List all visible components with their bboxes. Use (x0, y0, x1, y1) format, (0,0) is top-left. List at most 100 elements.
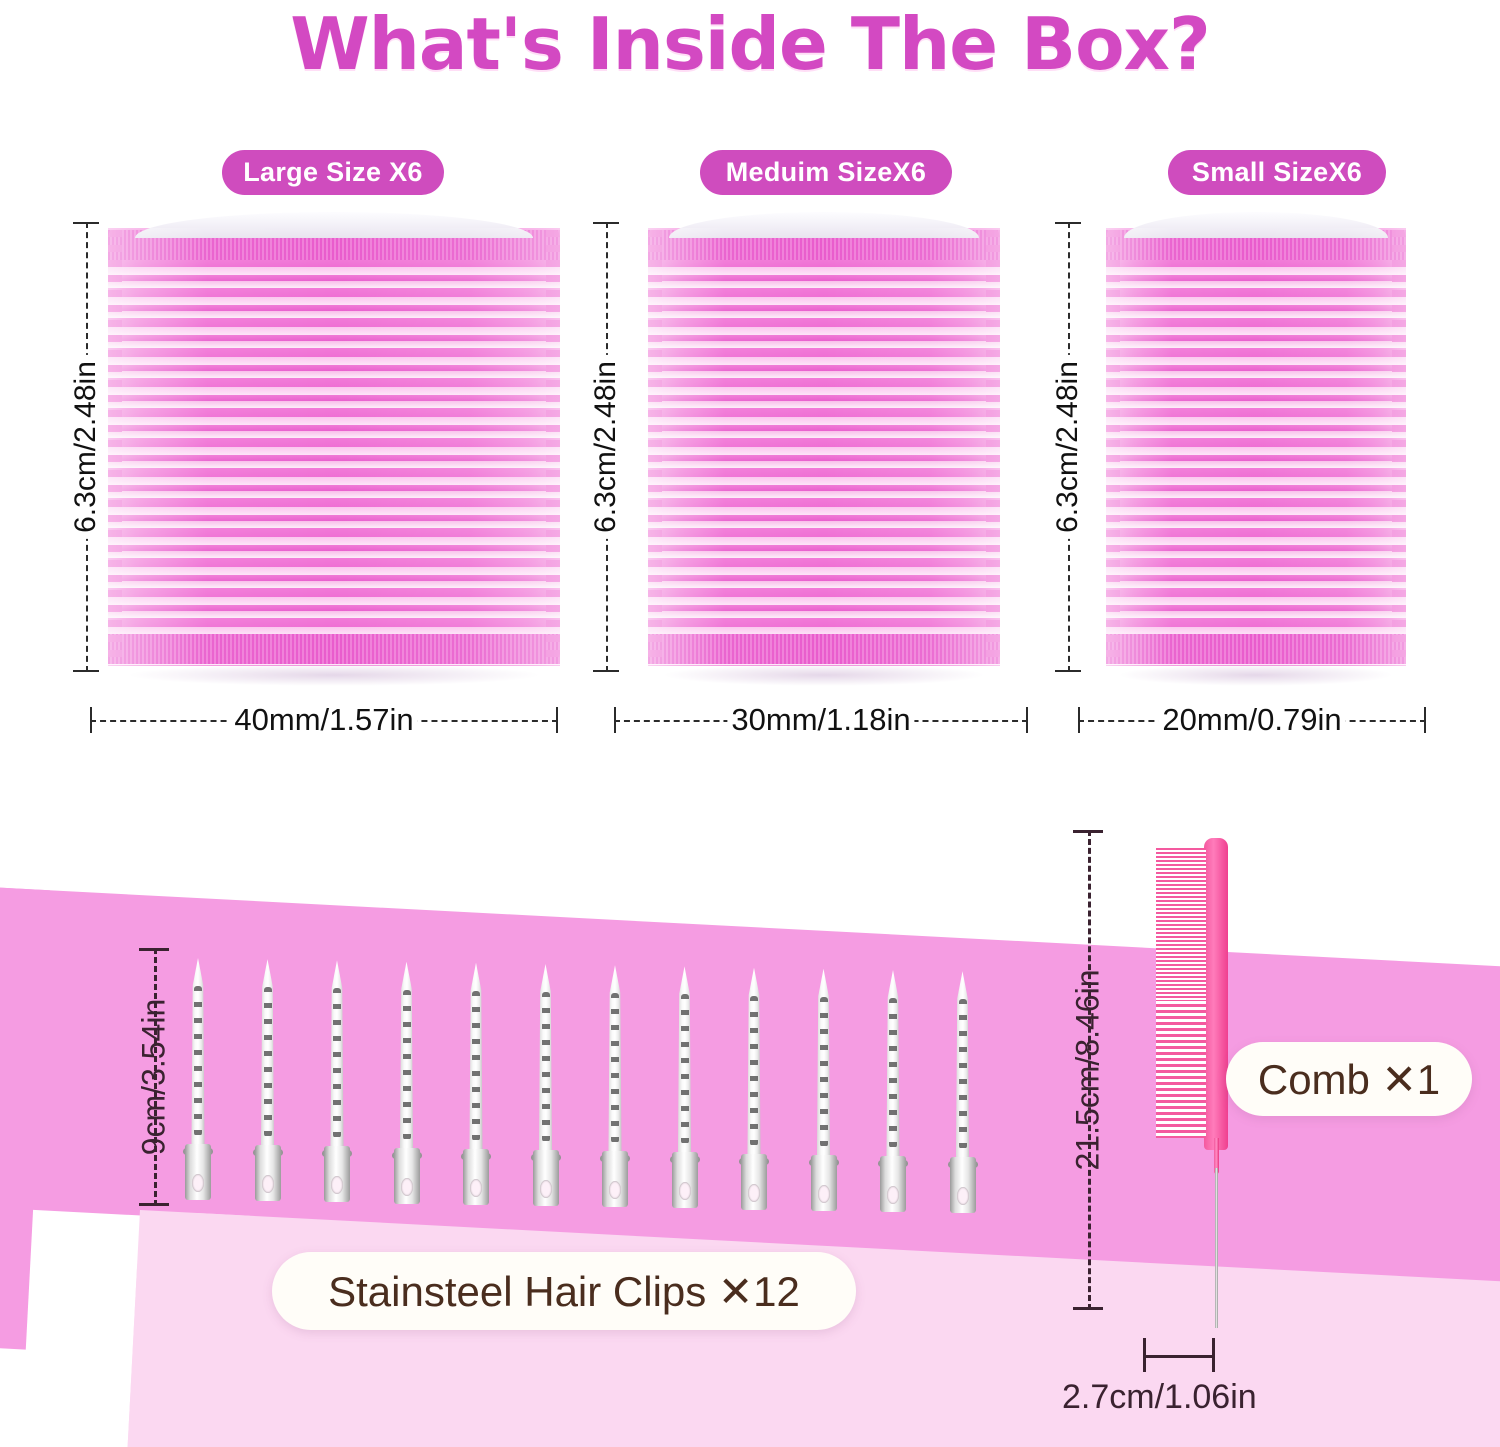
hair-clip (183, 958, 213, 1208)
roller-medium (648, 212, 1000, 686)
dimension-medium-height: 6.3cm/2.48in (578, 222, 634, 672)
hair-clip-holes (402, 989, 411, 1140)
comb-pin (1215, 1168, 1218, 1328)
roller-medium-fringe-left (648, 230, 662, 662)
dimension-line (1143, 1355, 1215, 1358)
hair-clip (530, 964, 561, 1214)
hair-clip-holes (889, 998, 897, 1148)
dimension-comb-width (1143, 1338, 1215, 1372)
roller-small-cap (1124, 212, 1388, 238)
roller-large-cap (135, 212, 533, 238)
roller-small-fringe-right (1392, 230, 1406, 662)
dimension-cap-bottom (1073, 1307, 1103, 1310)
hair-clip-eye (261, 1175, 274, 1194)
hair-clip (739, 967, 769, 1218)
roller-medium-bottom-band (648, 634, 1000, 664)
badge-large-size: Large Size X6 (222, 150, 444, 195)
roller-medium-cap (669, 212, 979, 238)
roller-small-fringe-left (1106, 230, 1120, 662)
dimension-large-height-label: 6.3cm/2.48in (67, 355, 105, 539)
roller-large-fringe-right (546, 230, 560, 662)
dimension-small-height: 6.3cm/2.48in (1040, 222, 1096, 672)
comb-teeth-fine (1156, 848, 1206, 1000)
dimension-cap-right (1424, 707, 1426, 733)
hair-clip (461, 962, 491, 1213)
dimension-small-height-label: 6.3cm/2.48in (1049, 355, 1087, 539)
dimension-medium-height-label: 6.3cm/2.48in (587, 355, 625, 539)
hair-clip (878, 970, 908, 1220)
dimension-cap-left (90, 707, 92, 733)
roller-medium-fringe-right (986, 230, 1000, 662)
dimension-cap-left (1143, 1338, 1146, 1372)
dimension-comb-length-label: 21.5cm/8.46in (1069, 969, 1106, 1171)
hair-clip-eye (609, 1181, 621, 1200)
dimension-cap-bottom (73, 670, 99, 672)
roller-large (108, 212, 560, 686)
hair-clip-eye (470, 1178, 482, 1197)
dimension-cap-right (1212, 1338, 1215, 1372)
hair-clip (252, 959, 283, 1209)
dimension-clip-length: 9cm/3.54in (126, 948, 182, 1206)
dimension-clip-length-label: 9cm/3.54in (135, 998, 172, 1156)
dimension-cap-bottom (593, 670, 619, 672)
dimension-cap-left (614, 707, 616, 733)
roller-large-shadow (126, 664, 542, 686)
roller-large-fringe-left (108, 230, 122, 662)
dimension-small-width: 20mm/0.79in (1078, 702, 1426, 738)
dimension-large-height: 6.3cm/2.48in (58, 222, 114, 672)
roller-large-bottom-band (108, 634, 560, 664)
dimension-medium-width: 30mm/1.18in (614, 702, 1028, 738)
hair-clip-eye (331, 1176, 343, 1195)
dimension-cap-top (1073, 830, 1103, 833)
hair-clip (947, 971, 978, 1221)
hair-clip-holes (611, 993, 619, 1144)
hair-clip (600, 965, 630, 1215)
dimension-cap-top (593, 222, 619, 224)
roller-medium-shadow (662, 664, 986, 686)
roller-large-barrel (108, 228, 560, 666)
hair-clip-eye (817, 1184, 830, 1203)
hair-clip (669, 966, 700, 1216)
hair-clip-holes (819, 996, 828, 1147)
dimension-cap-top (1055, 222, 1081, 224)
hair-clip-holes (680, 994, 689, 1145)
roller-small-bottom-band (1106, 634, 1406, 664)
hair-clip (391, 961, 422, 1212)
roller-small-barrel (1106, 228, 1406, 666)
comb-spine (1204, 838, 1228, 1150)
dimension-medium-width-label: 30mm/1.18in (727, 702, 915, 738)
hair-clip-eye (678, 1182, 691, 1201)
badge-medium-size: Meduim SizeX6 (700, 150, 952, 195)
page-title: What's Inside The Box? (290, 2, 1210, 86)
dimension-comb-width-label: 2.7cm/1.06in (1062, 1378, 1257, 1416)
hair-clip-eye (400, 1177, 413, 1196)
hair-clip-holes (472, 990, 480, 1141)
dimension-cap-left (1078, 707, 1080, 733)
dimension-large-width: 40mm/1.57in (90, 702, 558, 738)
roller-small-shadow (1118, 664, 1394, 686)
dimension-large-width-label: 40mm/1.57in (230, 702, 418, 738)
dimension-cap-right (1026, 707, 1028, 733)
comb-tail (1214, 1138, 1219, 1174)
dimension-line (1088, 830, 1091, 1310)
hair-clip-holes (194, 986, 202, 1136)
roller-small (1106, 212, 1406, 686)
roller-medium-barrel (648, 228, 1000, 666)
comb (1150, 838, 1228, 1328)
dimension-small-width-label: 20mm/0.79in (1158, 702, 1346, 738)
dimension-cap-top (139, 948, 169, 951)
hair-clip-holes (263, 987, 272, 1138)
label-hair-clips: Stainsteel Hair Clips ✕12 (272, 1252, 856, 1330)
dimension-cap-bottom (139, 1203, 169, 1206)
hair-clip (322, 960, 352, 1210)
hair-clip (808, 968, 839, 1219)
hair-clip-holes (750, 995, 758, 1146)
hair-clip-eye (748, 1183, 760, 1202)
hair-clip-eye (887, 1186, 899, 1204)
dimension-cap-right (556, 707, 558, 733)
badge-small-size: Small SizeX6 (1168, 150, 1386, 195)
label-comb: Comb ✕1 (1226, 1042, 1472, 1116)
dimension-line (154, 948, 157, 1206)
dimension-comb-length: 21.5cm/8.46in (1060, 830, 1116, 1310)
